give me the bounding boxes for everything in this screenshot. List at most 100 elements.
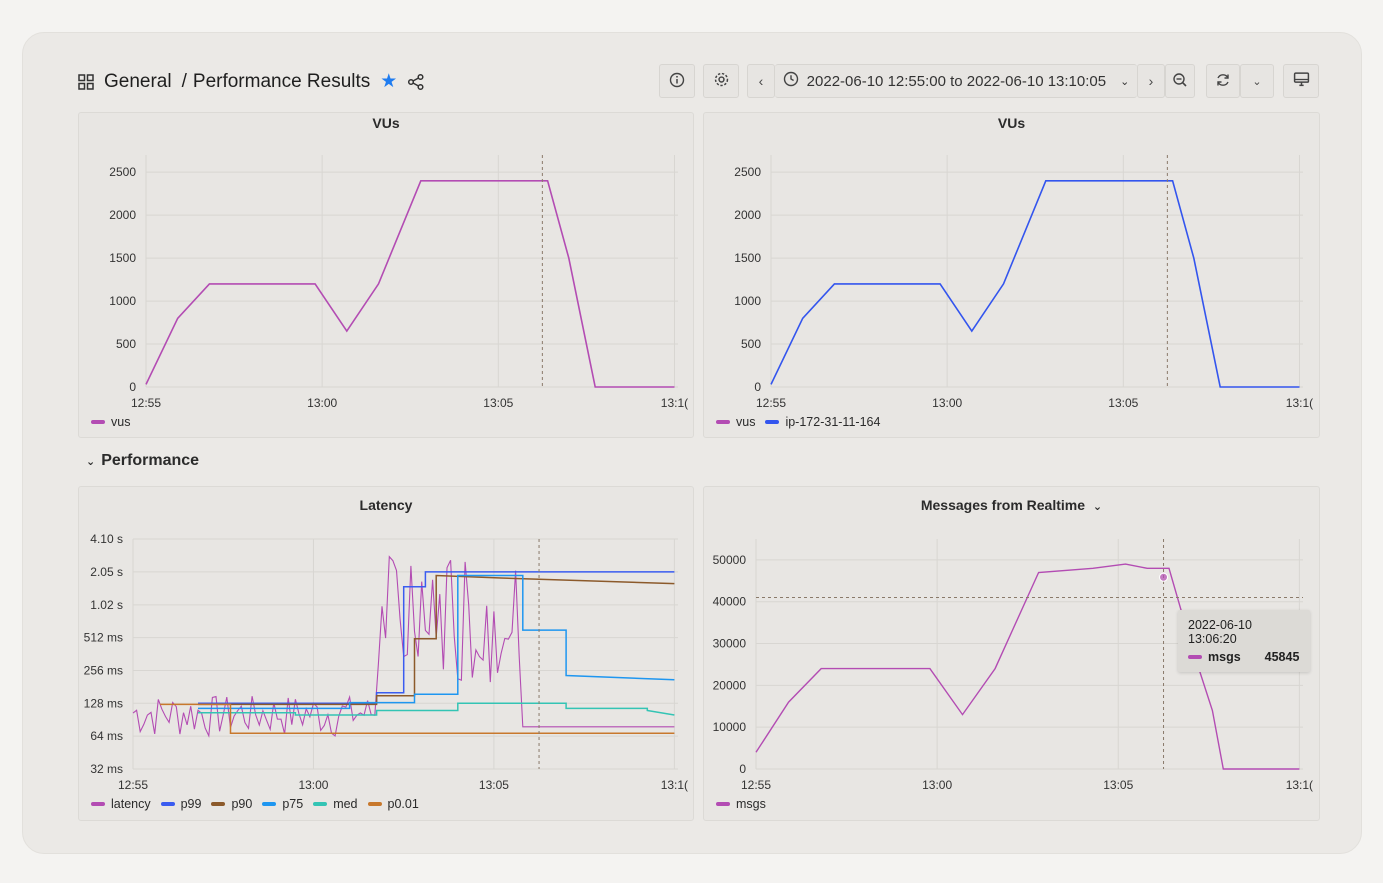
x-tick-label: 13:00 <box>932 396 962 410</box>
chevron-down-icon: ⌄ <box>1120 75 1130 88</box>
legend-swatch <box>211 802 226 806</box>
monitor-icon <box>1293 71 1310 91</box>
dashboard-title[interactable]: Performance Results <box>192 70 371 92</box>
tooltip-time: 2022-06-10 13:06:20 <box>1188 618 1252 646</box>
x-tick-label: 13:1( <box>661 396 688 410</box>
time-range-picker[interactable]: 2022-06-10 12:55:00 to 2022-06-10 13:10:… <box>775 64 1137 98</box>
chart-legend: vus <box>91 415 130 429</box>
y-tick-label: 1500 <box>109 251 136 265</box>
panel-title: VUs <box>997 115 1026 131</box>
x-tick-label: 13:1( <box>1286 396 1313 410</box>
legend-label: p99 <box>180 797 202 811</box>
legend-label: p75 <box>282 797 304 811</box>
time-shift-back-button[interactable]: ‹ <box>747 64 775 98</box>
x-tick-label: 12:55 <box>741 778 771 792</box>
refresh-button[interactable] <box>1206 64 1240 98</box>
chevron-down-icon: ⌄ <box>1252 75 1262 88</box>
row-performance[interactable]: ⌄ Performance <box>86 452 199 470</box>
vus-host-chart[interactable]: 12:55 13:00 13:05 13:1(0 500 1000 1500 2000 2500 <box>704 135 1321 435</box>
chart-legend: latency p99 p90 p75 med p0.01 <box>91 797 419 811</box>
y-tick-label: 10000 <box>713 720 747 734</box>
legend-item-p001[interactable]: p0.01 <box>367 797 419 811</box>
legend-swatch <box>91 420 105 424</box>
legend-swatch <box>716 802 730 806</box>
x-tick-label: 13:00 <box>922 778 952 792</box>
legend-label: latency <box>111 797 151 811</box>
star-icon[interactable]: ★ <box>380 71 398 92</box>
panel-vus-right[interactable]: VUs 12:55 13:00 13:05 13:1(0 500 1000 1500 2000… <box>703 112 1320 438</box>
zoom-out-button[interactable] <box>1165 64 1195 98</box>
legend-item-p90[interactable]: p90 <box>211 797 252 811</box>
y-tick-label: 2500 <box>109 165 136 179</box>
dashboards-grid-icon[interactable] <box>78 73 94 90</box>
legend-swatch <box>367 802 382 806</box>
panel-title: Latency <box>359 497 413 513</box>
legend-label: vus <box>111 415 131 429</box>
legend-item-p75[interactable]: p75 <box>262 797 303 811</box>
legend-item-vus[interactable]: vus <box>91 415 130 429</box>
panel-title: Messages from Realtime ⌄ <box>704 497 1319 513</box>
y-tick-label: 4.10 s <box>90 532 123 546</box>
tooltip-series: msgs <box>1208 650 1241 664</box>
top-navbar: General / Performance Results ★ ‹ <box>78 64 1320 100</box>
y-tick-label: 30000 <box>713 637 747 651</box>
tv-mode-button[interactable] <box>1283 64 1319 98</box>
series-line-p75 <box>198 574 675 710</box>
panel-title-text[interactable]: Messages from Realtime <box>920 497 1086 513</box>
chart-tooltip: 2022-06-10 13:06:20 msgs 45845 <box>1178 610 1310 672</box>
y-tick-label: 512 ms <box>84 631 123 645</box>
x-tick-label: 13:1( <box>661 778 688 792</box>
legend-item-med[interactable]: med <box>313 797 358 811</box>
y-tick-label: 0 <box>754 380 761 394</box>
y-tick-label: 2000 <box>734 208 761 222</box>
legend-label: msgs <box>736 797 766 811</box>
x-tick-label: 13:00 <box>307 396 337 410</box>
y-tick-label: 1500 <box>734 251 761 265</box>
x-tick-label: 13:1( <box>1286 778 1313 792</box>
chart-legend: vus ip-172-31-11-164 <box>716 415 880 429</box>
dashboard-settings-button[interactable] <box>703 64 739 98</box>
hover-point <box>1159 572 1169 582</box>
y-tick-label: 128 ms <box>84 696 123 710</box>
y-tick-label: 0 <box>739 762 746 776</box>
x-tick-label: 13:05 <box>483 396 513 410</box>
y-tick-label: 1000 <box>109 294 136 308</box>
info-icon <box>669 72 685 91</box>
legend-item-latency[interactable]: latency <box>91 797 151 811</box>
y-tick-label: 1.02 s <box>90 598 123 612</box>
legend-item-msgs[interactable]: msgs <box>716 797 766 811</box>
vus-chart[interactable]: 12:55 13:00 13:05 13:1(0 500 1000 1500 2000 2500 <box>79 135 695 435</box>
x-tick-label: 13:05 <box>479 778 509 792</box>
legend-item-host[interactable]: ip-172-31-11-164 <box>765 415 880 429</box>
breadcrumb-folder[interactable]: General <box>104 70 172 92</box>
latency-chart[interactable]: 12:55 13:00 13:05 13:1(32 ms 64 ms 128 ms 256 … <box>79 517 695 817</box>
legend-label: med <box>333 797 358 811</box>
time-shift-forward-button[interactable]: › <box>1137 64 1165 98</box>
y-tick-label: 32 ms <box>90 762 123 776</box>
y-tick-label: 50000 <box>713 553 747 567</box>
refresh-interval-dropdown[interactable]: ⌄ <box>1240 64 1274 98</box>
panel-latency[interactable]: Latency 12:55 13:00 13:05 13:1(32 ms 64 ms 12… <box>78 486 694 821</box>
y-tick-label: 0 <box>129 380 136 394</box>
legend-label: p90 <box>231 797 253 811</box>
share-icon[interactable] <box>407 73 425 91</box>
tooltip-value: 45845 <box>1264 650 1300 664</box>
y-tick-label: 2000 <box>109 208 136 222</box>
series-line-msgs <box>755 563 1300 770</box>
chevron-left-icon: ‹ <box>758 73 764 89</box>
legend-item-p99[interactable]: p99 <box>160 797 202 811</box>
breadcrumb-separator: / <box>181 70 187 92</box>
y-tick-label: 2.05 s <box>90 565 123 579</box>
chevron-down-icon[interactable]: ⌄ <box>1092 501 1103 513</box>
dashboard-info-button[interactable] <box>659 64 695 98</box>
y-tick-label: 20000 <box>713 678 747 692</box>
panel-messages[interactable]: Messages from Realtime ⌄ 12:55 13:00 13:05… <box>703 486 1320 821</box>
row-title-text: Performance <box>101 452 200 469</box>
legend-label: vus <box>736 415 756 429</box>
legend-swatch <box>262 802 277 806</box>
panel-vus-left[interactable]: VUs 12:55 13:00 13:05 13:1(0 500 1000 1500 2000… <box>78 112 694 438</box>
legend-swatch <box>91 802 105 806</box>
series-line-p001 <box>160 703 675 735</box>
y-tick-label: 1000 <box>734 294 761 308</box>
legend-item-vus[interactable]: vus <box>716 415 755 429</box>
